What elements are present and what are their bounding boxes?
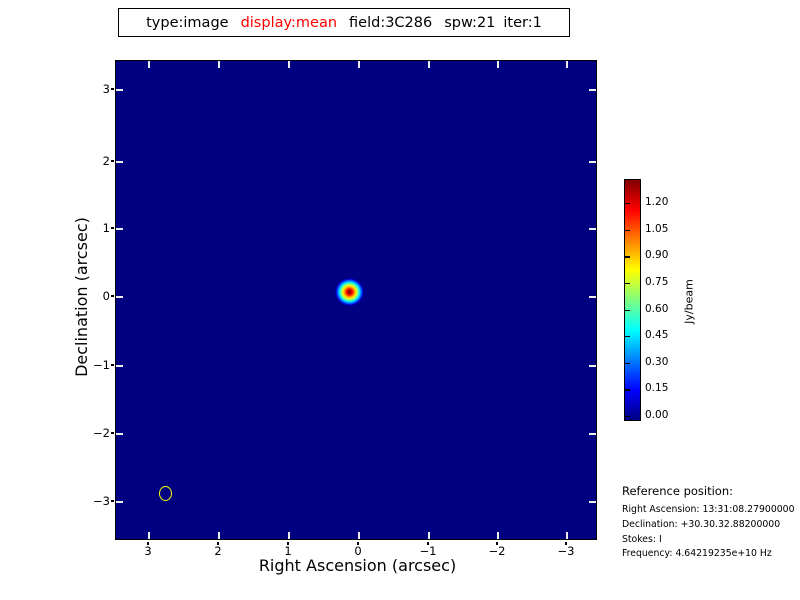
x-tick-mark-bottom [358,532,360,539]
x-tick-mark-bottom [497,532,499,539]
y-tick-mark-outer [110,295,114,297]
y-tick-mark-left [116,501,123,503]
colorbar-tick-mark [625,389,630,391]
y-tick-label: −2 [93,426,110,440]
reference-ra-line: Right Ascension: 13:31:08.27900000 [622,504,795,515]
x-tick-label: −2 [488,544,506,558]
x-tick-mark-outer [217,541,219,545]
colorbar-tick-label: 0.90 [645,249,669,262]
x-tick-mark-bottom [428,532,430,539]
y-tick-mark-left [116,228,123,230]
plot-title-box: type:image display:mean field:3C286 spw:… [118,8,570,37]
y-tick-mark-outer [110,160,114,162]
x-tick-mark-bottom [148,532,150,539]
reference-stokes-line: Stokes: I [622,534,662,545]
y-tick-mark-outer [110,88,114,90]
x-tick-label: 0 [354,544,362,558]
y-tick-mark-right [589,296,596,298]
y-tick-mark-right [589,89,596,91]
x-tick-mark-outer [287,541,289,545]
colorbar-tick-label: 1.05 [645,222,669,235]
colorbar-tick-label: 0.75 [645,275,669,288]
y-tick-mark-left [116,89,123,91]
y-tick-mark-outer [110,432,114,434]
colorbar-tick-label: 0.15 [645,382,669,395]
y-tick-label: −3 [93,494,110,508]
x-tick-mark-bottom [566,532,568,539]
colorbar-tick-label: 0.30 [645,355,669,368]
colorbar-tick-mark [625,336,630,338]
x-tick-mark-outer [565,541,567,545]
x-tick-mark-bottom [218,532,220,539]
title-spw: spw:21 [444,14,496,31]
y-tick-mark-outer [110,227,114,229]
x-tick-mark-outer [496,541,498,545]
reference-dec-line: Declination: +30.30.32.88200000 [622,519,781,530]
sky-image-panel [115,60,597,540]
x-tick-label: −1 [419,544,437,558]
y-tick-mark-right [589,228,596,230]
source-3c286-blob [335,278,364,306]
y-tick-mark-left [116,365,123,367]
title-display: display:mean [240,14,338,31]
x-tick-label: 2 [214,544,222,558]
y-tick-mark-left [116,296,123,298]
colorbar-tick-mark [625,256,630,258]
y-tick-mark-outer [110,364,114,366]
reference-position-heading: Reference position: [622,484,733,498]
x-tick-mark-outer [147,541,149,545]
colorbar-tick-label: 0.45 [645,329,669,342]
y-tick-label: 2 [102,154,110,168]
y-tick-mark-outer [110,500,114,502]
x-tick-mark-outer [427,541,429,545]
y-tick-label: 1 [102,221,110,235]
y-tick-mark-right [589,501,596,503]
y-tick-label: 3 [102,82,110,96]
colorbar-tick-mark [625,362,630,365]
y-tick-mark-right [589,433,596,435]
y-tick-label: −1 [93,358,110,372]
x-tick-mark-top [148,61,150,68]
colorbar-tick-mark [625,416,630,418]
colorbar-tick-label: 1.20 [645,196,669,208]
x-tick-mark-top [218,61,220,68]
colorbar [624,179,641,421]
y-tick-mark-left [116,161,123,163]
x-tick-mark-top [566,61,568,68]
reference-frequency-line: Frequency: 4.64219235e+10 Hz [622,548,772,559]
colorbar-tick-mark [625,229,630,231]
title-type: type:image [146,14,229,31]
x-tick-mark-top [497,61,499,68]
y-tick-mark-left [116,433,123,435]
x-tick-mark-bottom [288,532,290,539]
colorbar-tick-label: 0.60 [645,302,669,315]
colorbar-tick-mark [625,203,630,205]
x-tick-label: 3 [144,544,152,558]
x-tick-mark-top [358,61,360,68]
restoring-beam-ellipse [159,486,172,501]
title-iter: iter:1 [503,14,542,31]
title-field: field:3C286 [349,14,433,31]
x-tick-mark-outer [357,541,359,545]
y-tick-label: 0 [102,289,110,303]
x-axis-label: Right Ascension (arcsec) [258,556,457,575]
colorbar-tick-mark [625,282,630,285]
x-tick-label: −3 [557,544,575,558]
x-tick-mark-top [288,61,290,68]
colorbar-tick-mark [625,309,630,311]
y-tick-mark-right [589,365,596,367]
colorbar-tick-label: 0.00 [645,409,669,421]
x-tick-mark-top [428,61,430,68]
y-tick-mark-right [589,161,596,163]
x-tick-label: 1 [284,544,292,558]
